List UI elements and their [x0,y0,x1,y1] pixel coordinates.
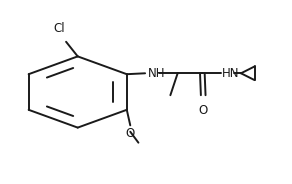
Text: Cl: Cl [53,22,65,35]
Text: O: O [126,127,135,140]
Text: HN: HN [222,67,240,80]
Text: NH: NH [147,67,165,80]
Text: O: O [199,104,208,117]
